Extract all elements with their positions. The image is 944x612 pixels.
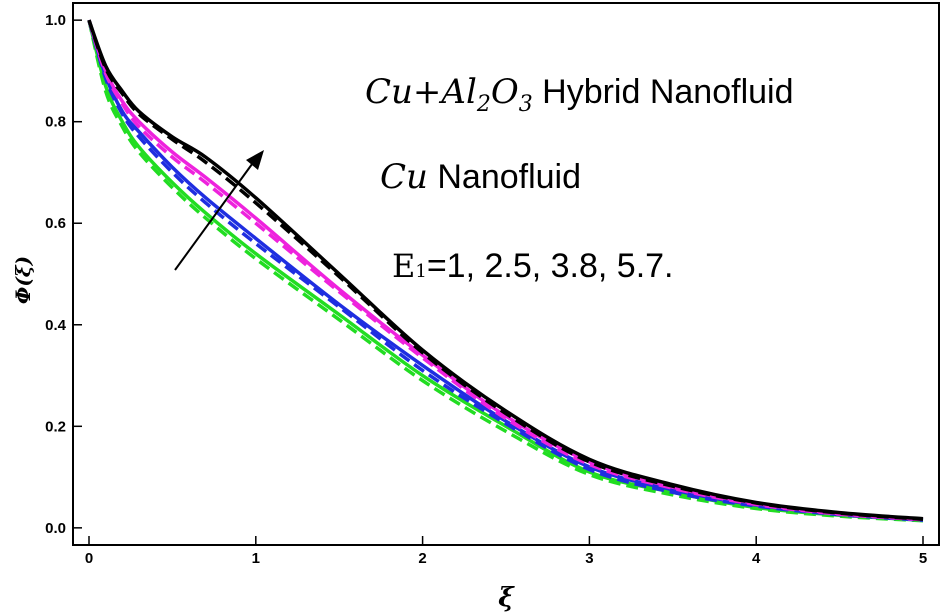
y-tick-label: 1.0 [45,12,66,29]
x-axis: 0 1 2 3 4 5 [85,536,927,567]
x-tick-label: 4 [752,550,761,567]
annotation-parameter-values: E1=1, 2.5, 3.8, 5.7. [392,247,674,285]
y-tick-label: 0.8 [45,114,66,131]
annotation-hybrid-o: O [491,72,519,112]
plot-border [72,2,940,546]
x-tick-label: 5 [919,550,927,567]
x-tick-label: 1 [252,550,260,567]
annotation-param-symbol: E [392,247,415,285]
series-line-8 [87,19,924,521]
series-layer [87,19,924,523]
y-axis: 0.0 0.2 0.4 0.6 0.8 1.0 [45,12,82,537]
y-tick-label: 0.6 [45,215,66,232]
annotation-cu-prefix: Cu [380,157,428,197]
annotation-cu-nanofluid: Cu Nanofluid [380,157,581,197]
annotation-hybrid-sub1: 2 [476,92,491,117]
annotation-cu-suffix: Nanofluid [428,158,581,196]
series-line-6 [87,19,924,522]
y-axis-label: Φ(ξ) [11,256,35,304]
series-line-4 [87,19,924,522]
increase-arrow [174,150,264,271]
annotation-hybrid-prefix: Cu+Al [365,72,477,112]
x-axis-label: ξ [498,583,515,612]
annotation-hybrid-nanofluid: Cu+Al2O3 Hybrid Nanofluid [365,72,794,117]
x-tick-label: 0 [85,550,93,567]
increase-arrow-shaft [174,159,256,271]
y-tick-label: 0.2 [45,418,66,435]
series-line-2 [87,19,924,523]
y-tick-label: 0.0 [45,520,66,537]
annotation-hybrid-suffix: Hybrid Nanofluid [533,73,794,111]
plot-frame [72,2,940,546]
annotation-param-values: =1, 2.5, 3.8, 5.7. [427,247,674,285]
annotation-param-sub: 1 [415,261,426,282]
y-tick-label: 0.4 [45,317,67,334]
increase-arrow-head [246,150,264,170]
x-tick-label: 3 [585,550,593,567]
annotation-hybrid-sub2: 3 [519,92,533,117]
x-tick-label: 2 [418,550,426,567]
